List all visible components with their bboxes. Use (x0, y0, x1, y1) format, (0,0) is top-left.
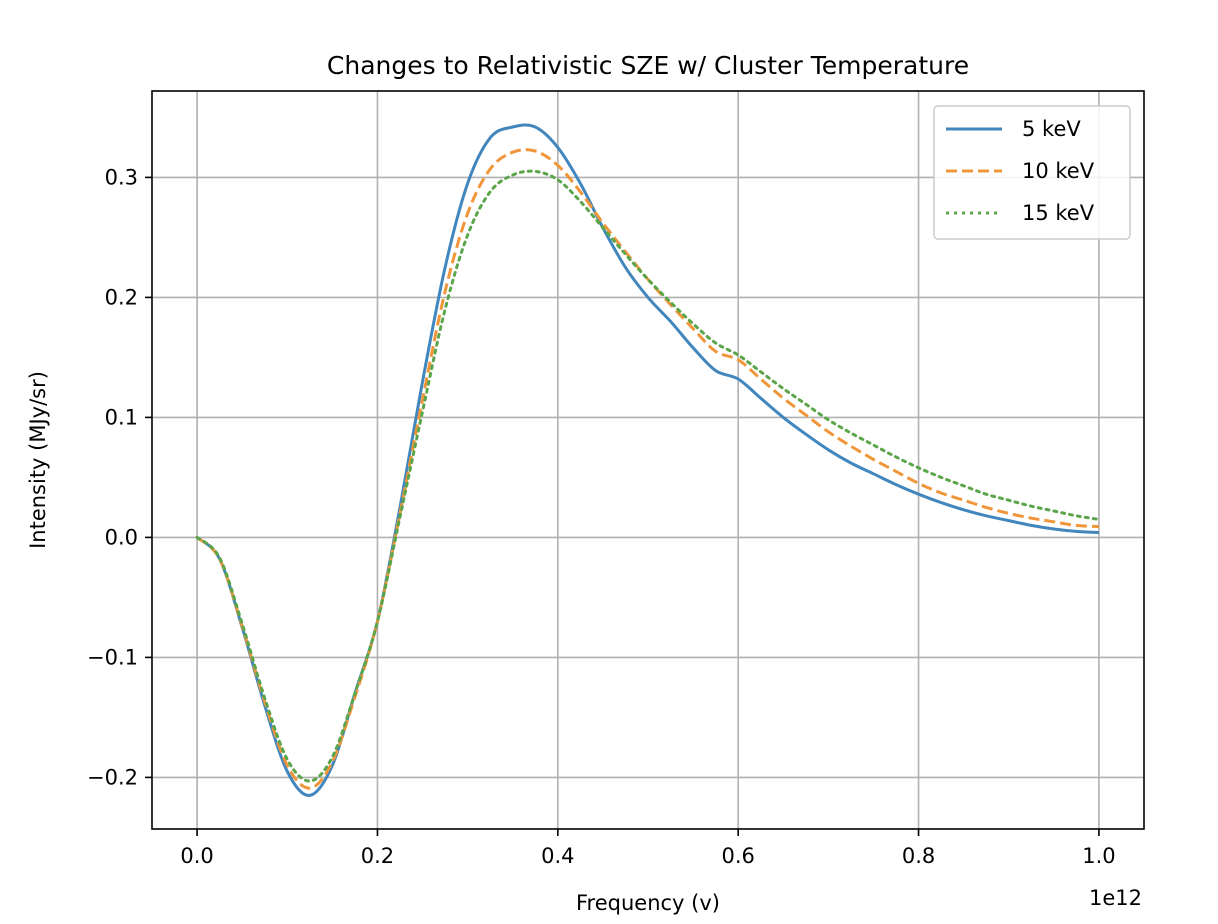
legend-box (933, 105, 1131, 240)
y-tick-label: 0.0 (105, 525, 138, 549)
x-tick-label: 0.8 (902, 844, 935, 868)
series-layer (195, 123, 1101, 797)
legend-label: 5 keV (1022, 117, 1081, 141)
x-axis-label: Frequency (v) (576, 891, 720, 915)
y-axis-label: Intensity (MJy/sr) (26, 371, 50, 549)
y-tick-label: −0.1 (87, 645, 138, 669)
x-tick-label: 0.6 (721, 844, 754, 868)
x-tick-label: 0.0 (180, 844, 213, 868)
x-tick-label: 0.2 (361, 844, 394, 868)
x-offset-label: 1e12 (1089, 886, 1142, 910)
y-tick-label: −0.2 (87, 765, 138, 789)
legend-label: 15 keV (1022, 201, 1095, 225)
y-tick-label: 0.3 (105, 165, 138, 189)
y-tick-label: 0.2 (105, 285, 138, 309)
y-tick-label: 0.1 (105, 405, 138, 429)
plot-frame (151, 90, 1145, 830)
x-axis: 0.0 0.2 0.4 0.6 0.8 1.0 (180, 829, 1116, 868)
series-line-15-kev (195, 169, 1101, 783)
x-tick-label: 1.0 (1082, 844, 1115, 868)
chart-title: Changes to Relativistic SZE w/ Cluster T… (327, 51, 969, 80)
x-tick-label: 0.4 (541, 844, 574, 868)
legend-label: 10 keV (1022, 159, 1095, 183)
legend: 5 keV 10 keV 15 keV (933, 105, 1131, 240)
y-axis: −0.2 −0.1 0.0 0.1 0.2 0.3 (87, 165, 152, 789)
